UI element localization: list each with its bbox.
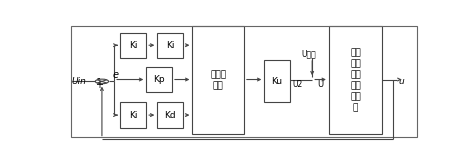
Text: Kd: Kd	[164, 111, 176, 120]
Text: Ki: Ki	[129, 111, 138, 120]
Text: U给定: U给定	[301, 50, 316, 59]
Text: U2: U2	[293, 80, 303, 89]
Bar	[329, 26, 382, 134]
Bar	[192, 26, 244, 134]
Bar	[120, 102, 146, 128]
Text: u: u	[399, 77, 405, 86]
Text: Uin: Uin	[72, 77, 87, 86]
Bar	[120, 33, 146, 58]
Text: Ki: Ki	[166, 41, 174, 50]
Text: 真空
断路
器永
磁操
动机
构: 真空 断路 器永 磁操 动机 构	[350, 48, 361, 112]
Text: -: -	[96, 73, 100, 83]
Text: e: e	[113, 70, 119, 80]
Text: Ku: Ku	[272, 77, 283, 86]
Bar	[70, 26, 417, 137]
Bar	[157, 102, 183, 128]
Text: Ki: Ki	[129, 41, 138, 50]
Text: U: U	[318, 80, 324, 89]
Text: +: +	[95, 80, 103, 90]
Text: Kp: Kp	[153, 75, 165, 84]
Bar	[146, 67, 172, 92]
Bar	[264, 60, 290, 102]
Text: 模糊控
制器: 模糊控 制器	[210, 70, 226, 90]
Bar	[157, 33, 183, 58]
